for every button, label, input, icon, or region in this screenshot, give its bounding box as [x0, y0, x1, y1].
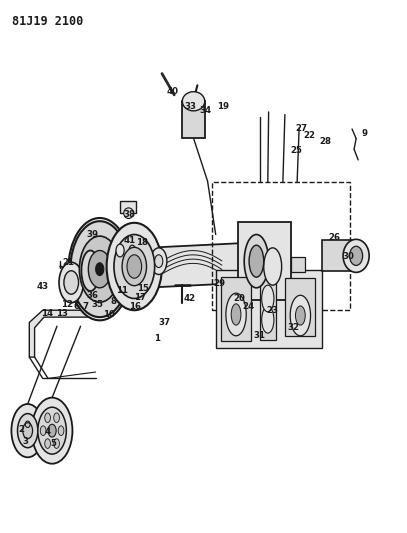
Ellipse shape — [343, 239, 369, 272]
Ellipse shape — [124, 208, 133, 219]
Text: 34: 34 — [199, 107, 212, 115]
Ellipse shape — [48, 424, 56, 437]
Ellipse shape — [290, 295, 311, 336]
Ellipse shape — [64, 271, 79, 294]
Ellipse shape — [264, 248, 282, 285]
Bar — [216, 270, 322, 348]
Text: 17: 17 — [134, 293, 147, 302]
Bar — [120, 201, 136, 213]
Ellipse shape — [244, 235, 269, 288]
Ellipse shape — [96, 263, 104, 276]
Ellipse shape — [350, 246, 363, 265]
Text: 35: 35 — [92, 301, 104, 309]
Ellipse shape — [32, 398, 72, 464]
Polygon shape — [29, 310, 96, 357]
Text: 13: 13 — [56, 309, 68, 318]
Ellipse shape — [40, 426, 46, 435]
Ellipse shape — [226, 293, 246, 336]
Ellipse shape — [81, 251, 99, 291]
Polygon shape — [90, 243, 254, 290]
Text: 43: 43 — [37, 282, 49, 291]
Ellipse shape — [129, 245, 136, 256]
Ellipse shape — [70, 221, 129, 317]
Ellipse shape — [262, 285, 274, 312]
Ellipse shape — [231, 304, 241, 325]
Ellipse shape — [246, 242, 260, 282]
Text: 8: 8 — [110, 297, 116, 305]
Bar — [221, 277, 251, 341]
Text: 29: 29 — [214, 279, 226, 288]
Ellipse shape — [54, 413, 59, 423]
Text: 6: 6 — [74, 302, 79, 311]
Text: 33: 33 — [184, 102, 197, 111]
Ellipse shape — [262, 306, 274, 333]
Ellipse shape — [59, 262, 83, 303]
Text: 21: 21 — [62, 258, 74, 266]
Ellipse shape — [107, 223, 162, 310]
Text: 20: 20 — [233, 294, 245, 303]
Ellipse shape — [295, 306, 305, 325]
Ellipse shape — [45, 439, 50, 448]
Text: 9: 9 — [361, 129, 367, 138]
Text: 26: 26 — [328, 233, 341, 241]
Text: 10: 10 — [103, 310, 115, 319]
Text: 11: 11 — [116, 286, 128, 295]
Text: 16: 16 — [129, 302, 141, 311]
Text: 2: 2 — [18, 425, 24, 433]
Ellipse shape — [38, 407, 66, 454]
Text: 5: 5 — [50, 439, 56, 448]
Ellipse shape — [11, 404, 44, 457]
Bar — [182, 101, 205, 138]
Bar — [285, 278, 315, 336]
Text: 22: 22 — [303, 132, 315, 140]
Text: 3: 3 — [22, 437, 28, 446]
Ellipse shape — [151, 248, 167, 274]
Text: 30: 30 — [342, 253, 354, 261]
Text: 7: 7 — [82, 302, 89, 311]
Ellipse shape — [88, 251, 111, 288]
Text: 23: 23 — [266, 306, 278, 314]
Ellipse shape — [79, 236, 120, 302]
Text: 15: 15 — [137, 285, 149, 293]
Text: 24: 24 — [242, 302, 254, 311]
Bar — [322, 240, 356, 271]
Text: 12: 12 — [61, 301, 73, 309]
Ellipse shape — [23, 423, 33, 439]
Text: 36: 36 — [87, 292, 99, 300]
Text: 27: 27 — [295, 125, 307, 133]
Bar — [260, 277, 276, 340]
Text: 41: 41 — [123, 237, 136, 245]
Ellipse shape — [155, 255, 163, 268]
Bar — [238, 222, 291, 300]
Ellipse shape — [127, 255, 142, 278]
Text: 28: 28 — [319, 137, 332, 146]
Text: 39: 39 — [87, 230, 99, 239]
Ellipse shape — [114, 235, 155, 298]
Ellipse shape — [116, 244, 124, 257]
Text: 42: 42 — [183, 294, 195, 303]
Text: 40: 40 — [167, 87, 179, 96]
Text: 1: 1 — [154, 334, 160, 343]
Text: 81J19 2100: 81J19 2100 — [12, 15, 83, 28]
Text: 25: 25 — [290, 146, 302, 155]
Ellipse shape — [249, 245, 264, 277]
Text: 38: 38 — [123, 210, 136, 219]
Text: 14: 14 — [41, 309, 53, 318]
Text: 37: 37 — [159, 318, 171, 327]
Ellipse shape — [54, 439, 59, 448]
Text: 31: 31 — [254, 332, 266, 340]
Ellipse shape — [18, 414, 38, 448]
Ellipse shape — [122, 247, 147, 286]
Text: 18: 18 — [136, 238, 148, 247]
Bar — [212, 182, 350, 310]
Bar — [291, 257, 305, 272]
Ellipse shape — [45, 413, 50, 423]
Text: 4: 4 — [45, 427, 51, 436]
Text: 19: 19 — [217, 102, 229, 111]
Ellipse shape — [68, 218, 131, 320]
Ellipse shape — [182, 92, 205, 111]
Ellipse shape — [58, 426, 64, 435]
Text: 32: 32 — [287, 324, 299, 332]
